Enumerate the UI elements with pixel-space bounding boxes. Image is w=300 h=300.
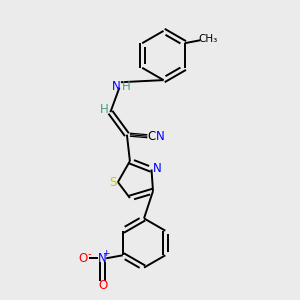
Text: H: H <box>122 80 130 94</box>
Text: H: H <box>99 103 108 116</box>
Text: C: C <box>147 130 156 143</box>
Text: N: N <box>112 80 121 94</box>
Text: O: O <box>79 252 88 265</box>
Text: +: + <box>102 249 110 258</box>
Text: -: - <box>87 249 91 259</box>
Text: N: N <box>152 161 161 175</box>
Text: S: S <box>109 176 116 189</box>
Text: O: O <box>98 279 107 292</box>
Text: CH₃: CH₃ <box>198 34 218 44</box>
Text: N: N <box>156 130 165 143</box>
Text: N: N <box>98 252 107 265</box>
